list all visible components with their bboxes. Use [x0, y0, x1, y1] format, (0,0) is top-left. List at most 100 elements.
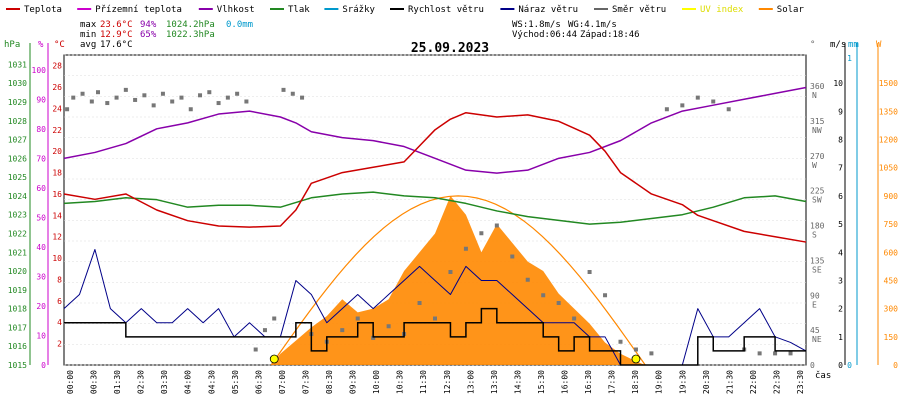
tick-solar: 1500: [879, 79, 898, 88]
tick-time: 21:30: [725, 370, 734, 394]
tick-humidity: 30: [36, 272, 46, 281]
stat-max-humidity: 94%: [140, 20, 157, 30]
legend-label: Náraz větru: [518, 5, 578, 15]
wind-direction-point: [65, 107, 70, 112]
tick-direction: 225: [810, 187, 825, 196]
wind-direction-point: [587, 270, 592, 274]
tick-wind: 7: [838, 164, 843, 173]
wind-direction-point: [225, 95, 230, 100]
tick-humidity: 100: [32, 66, 47, 75]
tick-temperature: 14: [52, 211, 62, 220]
tick-temperature: 22: [52, 126, 62, 135]
tick-time: 15:30: [537, 370, 546, 394]
tick-time: 22:00: [749, 370, 758, 394]
legend-label: Teplota: [24, 5, 62, 15]
tick-temperature: 10: [52, 254, 62, 263]
legend: Teplota Přízemní teplota Vlhkost Tlak Srážky…: [6, 5, 804, 15]
solar-theoretical-curve: [270, 195, 646, 366]
tick-direction: 270: [810, 152, 825, 161]
tick-pressure: 1016: [8, 342, 27, 351]
tick-humidity: 70: [36, 154, 46, 163]
tick-rain: 0: [847, 361, 852, 370]
legend-label: Přízemní teplota: [95, 5, 182, 15]
axis-unit-rain: mm: [848, 40, 859, 50]
tick-time: 11:30: [419, 370, 428, 394]
wind-direction-point: [556, 301, 561, 305]
tick-direction: 45: [810, 326, 820, 335]
tick-solar: 1350: [879, 107, 898, 116]
wind-direction-point: [494, 223, 499, 228]
wind-direction-point: [198, 93, 203, 98]
wind-direction-point: [71, 95, 76, 100]
tick-wind: 9: [838, 107, 843, 116]
wind-direction-point: [664, 107, 669, 112]
stat-max-temp: 23.6°C: [100, 20, 133, 30]
tick-pressure: 1029: [8, 98, 27, 107]
tick-temperature: 8: [57, 275, 62, 284]
legend-label: Tlak: [288, 5, 310, 15]
wind-direction-point: [695, 95, 700, 100]
stat-avg-label: avg: [80, 40, 96, 50]
tick-direction: 315: [810, 117, 825, 126]
wind-direction-point: [633, 347, 638, 352]
tick-time: 12:30: [443, 370, 452, 394]
tick-humidity: 10: [36, 331, 46, 340]
tick-time: 16:00: [561, 370, 570, 394]
tick-time: 19:30: [678, 370, 687, 394]
stat-sunrise: Východ:06:44: [512, 30, 577, 40]
wind-direction-point: [133, 97, 138, 102]
tick-humidity: 60: [36, 184, 46, 193]
legend-label: UV index: [700, 5, 744, 15]
tick-time: 18:30: [631, 370, 640, 394]
tick-time: 07:00: [278, 370, 287, 394]
tick-time: 04:00: [184, 370, 193, 394]
tick-wind: 8: [838, 136, 843, 145]
tick-direction-label: NE: [812, 335, 822, 344]
wind-direction-point: [244, 99, 249, 104]
stat-min-label: min: [80, 30, 96, 40]
tick-temperature: 2: [57, 340, 62, 349]
tick-time: 09:30: [349, 370, 358, 394]
tick-pressure: 1028: [8, 117, 27, 126]
humidity-line: [63, 86, 807, 174]
tick-humidity: 40: [36, 243, 46, 252]
legend-label: Srážky: [342, 5, 375, 15]
wind-direction-point: [123, 87, 128, 92]
tick-solar: 600: [884, 248, 899, 257]
stat-min-humidity: 65%: [140, 30, 157, 40]
tick-wind: 5: [838, 220, 843, 229]
wind-direction-point: [463, 246, 468, 251]
wind-direction-point: [649, 351, 654, 356]
stat-wind-speed: WS:1.8m/s: [512, 20, 561, 30]
tick-time: 04:30: [207, 370, 216, 394]
tick-direction: 0: [810, 361, 815, 370]
wind-direction-point: [510, 254, 515, 259]
tick-temperature: 26: [52, 83, 62, 92]
tick-solar: 0: [893, 361, 898, 370]
plot-area: [63, 54, 807, 366]
wind-direction-point: [179, 95, 184, 100]
tick-pressure: 1026: [8, 154, 27, 163]
wind-direction-point: [680, 103, 685, 108]
tick-wind: 2: [838, 305, 843, 314]
tick-solar: 450: [884, 276, 899, 285]
tick-direction-label: NW: [812, 126, 822, 135]
wind-direction-point: [525, 277, 530, 282]
stat-max-label: max: [80, 20, 97, 30]
stat-rain: 0.0mm: [226, 20, 253, 30]
wind-direction-point: [433, 316, 437, 321]
axis-unit-wind: m/s: [830, 40, 846, 50]
tick-time: 10:30: [396, 370, 405, 394]
tick-time: 23:30: [796, 370, 805, 394]
wind-direction-point: [726, 107, 731, 112]
tick-time: 16:30: [584, 370, 593, 394]
tick-humidity: 20: [36, 302, 46, 311]
wind-direction-point: [262, 328, 267, 333]
wind-direction-point: [142, 93, 147, 98]
tick-time: 05:30: [231, 370, 240, 394]
wind-direction-point: [618, 339, 623, 344]
tick-solar: 150: [884, 333, 899, 342]
tick-pressure: 1018: [8, 305, 27, 314]
tick-direction-label: SW: [812, 196, 822, 205]
stat-wind-gust: WG:4.1m/s: [568, 20, 617, 30]
